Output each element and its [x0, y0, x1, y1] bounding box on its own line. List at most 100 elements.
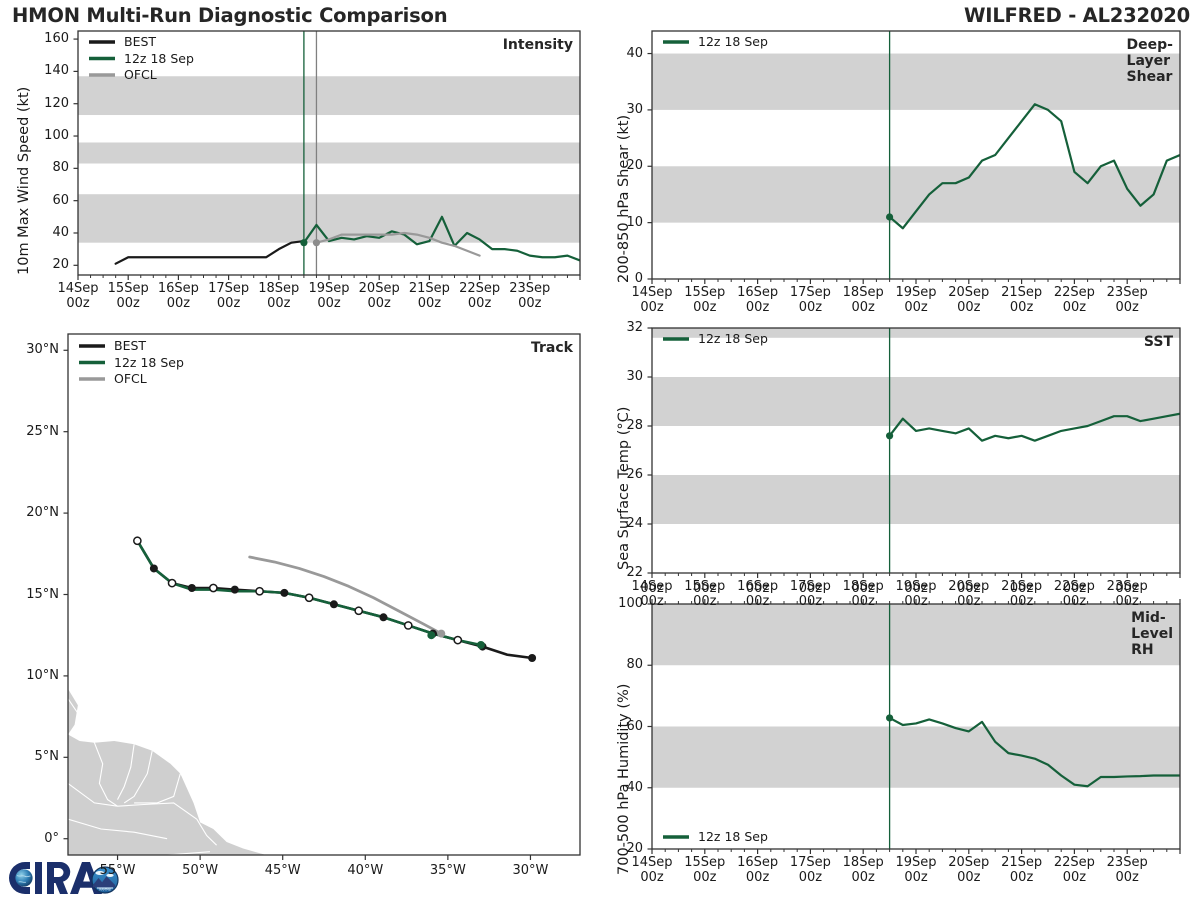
intensity-x-tick-label: 18Sep 00z — [243, 281, 315, 311]
island — [218, 850, 229, 855]
x-tick-day: 21Sep — [408, 281, 450, 296]
shear-x-tick-label: 18Sep 00z — [827, 285, 899, 315]
shear-y-tick-label: 30 — [626, 101, 643, 117]
country-border — [117, 744, 135, 800]
x-tick-hour: 00z — [851, 593, 875, 609]
track-marker-filled — [280, 588, 289, 597]
track-marker-filled — [528, 653, 537, 662]
rh-panel-tag: Mid-Level RH — [1131, 610, 1173, 658]
shear-y-tick-label: 10 — [626, 214, 643, 230]
rammb-logo-text: RAMMB — [99, 887, 111, 891]
x-tick-hour: 00z — [317, 295, 341, 311]
track-marker-filled — [437, 629, 446, 638]
x-tick-day: 19Sep — [895, 579, 937, 594]
x-tick-hour: 00z — [745, 593, 770, 609]
track-marker-filled — [379, 613, 388, 622]
intensity-shaded-band — [78, 194, 580, 243]
rh-y-tick-label: 80 — [626, 657, 643, 673]
country-border — [162, 851, 211, 855]
intensity-y-tick-label: 160 — [44, 31, 69, 47]
rh-graphics — [647, 599, 1181, 854]
x-tick-day: 14Sep — [631, 579, 673, 594]
country-border — [196, 818, 217, 846]
x-tick-hour: 00z — [693, 869, 717, 885]
rh-y-tick-label: 40 — [626, 779, 643, 795]
rh-x-tick-label: 21Sep 00z — [986, 855, 1058, 885]
x-tick-day: 22Sep — [1053, 579, 1095, 594]
rh-shaded-band — [652, 726, 1180, 788]
x-tick-hour: 00z — [417, 295, 442, 311]
x-tick-hour: 00z — [957, 299, 981, 315]
x-tick-hour: 00z — [957, 869, 981, 885]
x-tick-day: 15Sep — [684, 855, 726, 870]
sst-x-tick-label: 17Sep 00z — [774, 579, 846, 609]
country-border — [68, 698, 95, 743]
track-marker-open — [354, 606, 364, 616]
x-tick-day: 19Sep — [895, 855, 937, 870]
track-y-tick-label: 5°N — [34, 749, 60, 765]
intensity-legend-label: OFCL — [124, 67, 157, 82]
x-tick-day: 17Sep — [789, 855, 831, 870]
x-tick-day: 18Sep — [842, 285, 884, 300]
track-marker-filled — [149, 564, 158, 573]
track-y-tick-label: 10°N — [26, 667, 59, 683]
shear-legend-label: 12z 18 Sep — [698, 34, 768, 49]
intensity-graphics — [73, 30, 581, 280]
rh-x-tick-label: 16Sep 00z — [722, 855, 794, 885]
intensity-series-line — [302, 215, 580, 262]
x-tick-hour: 00z — [116, 295, 140, 311]
x-tick-hour: 00z — [1115, 593, 1139, 609]
sst-legend-label: 12z 18 Sep — [698, 331, 768, 346]
intensity-panel-tag: Intensity — [502, 37, 573, 53]
sst-x-tick-label: 21Sep 00z — [986, 579, 1058, 609]
rh-x-tick-label: 23Sep 00z — [1091, 855, 1163, 885]
country-border — [93, 742, 118, 807]
track-marker-filled — [230, 585, 239, 594]
x-tick-day: 23Sep — [1106, 855, 1148, 870]
x-tick-hour: 00z — [693, 593, 717, 609]
sst-y-tick-label: 22 — [626, 565, 643, 580]
country-border — [123, 750, 153, 804]
rh-y-tick-label: 20 — [626, 841, 643, 856]
sst-shaded-band — [652, 377, 1180, 426]
country-border — [68, 782, 198, 820]
shear-init-marker — [886, 213, 894, 221]
x-tick-hour: 00z — [1115, 869, 1139, 885]
rh-x-tick-label: 20Sep 00z — [933, 855, 1005, 885]
landmass — [68, 688, 267, 855]
intensity-x-tick-label: 15Sep 00z — [92, 281, 164, 311]
intensity-y-tick-label: 20 — [52, 257, 69, 273]
sst-y-tick-label: 30 — [626, 369, 643, 384]
track-line-12z-18-sep — [136, 539, 483, 647]
intensity-x-tick-label: 23Sep 00z — [494, 281, 566, 311]
intensity-ofcl-init-marker — [312, 239, 321, 247]
track-x-tick-label: 50°W — [182, 863, 219, 878]
x-tick-hour: 00z — [166, 295, 191, 311]
sst-x-tick-label: 20Sep 00z — [933, 579, 1005, 609]
rammb-emblem-icon: RAMMB — [91, 866, 119, 894]
x-tick-day: 15Sep — [684, 285, 726, 300]
x-tick-day: 22Sep — [459, 281, 501, 296]
track-y-tick-label: 20°N — [26, 505, 59, 521]
shear-shaded-band — [652, 166, 1180, 223]
shear-x-tick-label: 19Sep 00z — [880, 285, 952, 315]
intensity-x-tick-label: 19Sep 00z — [293, 281, 365, 311]
track-legend-label: OFCL — [114, 371, 147, 386]
x-tick-day: 21Sep — [1001, 579, 1043, 594]
shear-series-line — [888, 103, 1180, 230]
country-border — [134, 773, 181, 804]
sst-panel-tag: SST — [1143, 334, 1173, 350]
x-tick-day: 22Sep — [1053, 855, 1095, 870]
sst-y-tick-label: 24 — [626, 516, 643, 531]
sst-graphics — [647, 327, 1181, 578]
x-tick-hour: 00z — [904, 593, 928, 609]
rh-x-tick-label: 14Sep 00z — [616, 855, 688, 885]
shear-y-tick-label: 20 — [626, 158, 643, 174]
rh-x-top-label: 00z — [851, 581, 875, 596]
x-tick-hour: 00z — [367, 295, 391, 311]
x-tick-hour: 00z — [798, 593, 823, 609]
x-tick-hour: 00z — [904, 869, 928, 885]
x-tick-hour: 00z — [640, 593, 664, 609]
rh-x-top-label: 00z — [640, 581, 664, 596]
